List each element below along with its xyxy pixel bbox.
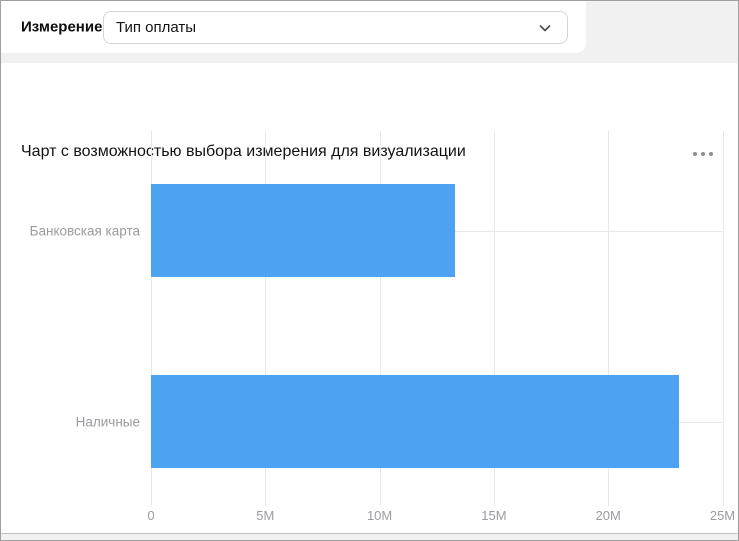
x-gridline [265,131,267,506]
dimension-dropdown[interactable]: Тип оплаты [103,11,568,44]
dimension-dropdown-value: Тип оплаты [116,19,197,36]
chevron-down-icon [539,24,551,31]
bar-chart-plot: 0 5M 10M 15M 20M 25M Банковская карта Наличные [1,63,738,533]
x-axis-tick-label: 25M [709,508,736,523]
x-gridline [151,131,152,506]
x-axis-tick-label: 5M [256,508,275,523]
ellipsis-menu-icon[interactable] [690,145,716,163]
category-label: Наличные [75,414,140,429]
bar[interactable] [151,184,456,277]
menu-dot [701,152,705,156]
chart-card: Чарт с возможностью выбора измерения для… [1,63,738,534]
x-gridline [722,131,724,506]
x-axis-tick-label: 10M [366,508,393,523]
x-axis-tick-label: 20M [595,508,621,523]
category-label: Банковская карта [29,223,140,238]
x-gridline [608,131,610,506]
menu-dot [709,152,713,156]
x-axis-tick-label: 0 [147,508,155,523]
x-gridline [493,131,495,506]
menu-dot [693,152,697,156]
dimension-selector-label: Измерение [21,18,103,36]
bar[interactable] [151,375,680,468]
x-axis-tick-label: 15M [481,508,507,523]
dimension-selector-panel: Измерение Тип оплаты [1,1,586,53]
x-gridline [379,131,381,506]
chart-title: Чарт с возможностью выбора измерения для… [21,143,466,160]
